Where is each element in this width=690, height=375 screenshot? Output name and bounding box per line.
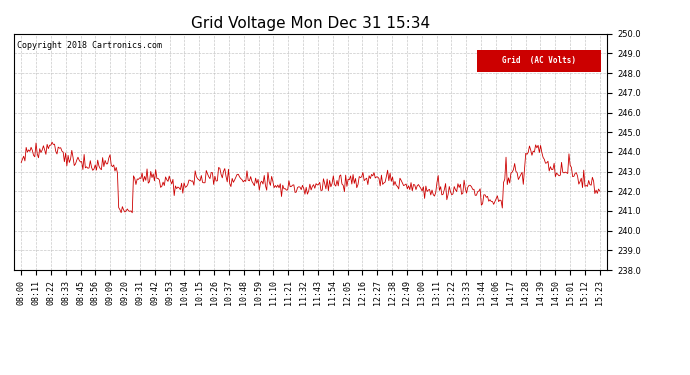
Text: Copyright 2018 Cartronics.com: Copyright 2018 Cartronics.com (17, 41, 161, 50)
Title: Grid Voltage Mon Dec 31 15:34: Grid Voltage Mon Dec 31 15:34 (191, 16, 430, 31)
